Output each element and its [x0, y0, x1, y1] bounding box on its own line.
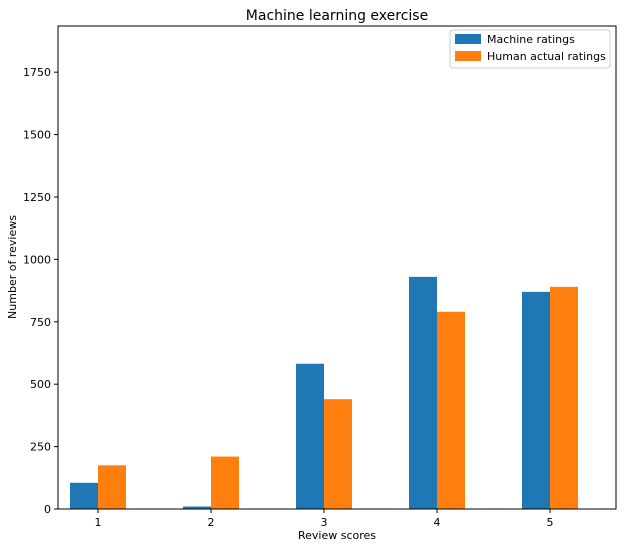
legend-label-human: Human actual ratings [487, 50, 606, 63]
bar-machine-5 [522, 291, 550, 509]
y-tick-label: 0 [44, 503, 51, 516]
legend-box [449, 29, 611, 69]
y-tick-label: 1250 [23, 191, 51, 204]
y-axis-ticks: 0 250 500 750 1000 1250 1500 1750 [23, 66, 58, 516]
x-tick-label: 5 [547, 516, 554, 529]
bars-group [70, 276, 578, 509]
bar-human-3 [324, 399, 352, 509]
bar-machine-4 [409, 276, 437, 509]
y-tick-label: 1750 [23, 66, 51, 79]
bar-machine-2 [183, 506, 211, 509]
y-axis-label: Number of reviews [6, 215, 19, 319]
bar-machine-3 [296, 363, 324, 509]
legend-label-machine: Machine ratings [487, 33, 575, 46]
x-axis-ticks: 1 2 3 4 5 [95, 509, 554, 529]
y-tick-label: 250 [30, 441, 51, 454]
legend: Machine ratings Human actual ratings [449, 29, 611, 69]
x-axis-label: Review scores [298, 529, 376, 542]
legend-swatch-machine [455, 34, 481, 44]
plot-frame [57, 25, 617, 510]
y-tick-label: 500 [30, 378, 51, 391]
bar-machine-1 [70, 482, 98, 509]
x-tick-label: 3 [321, 516, 328, 529]
y-tick-label: 1000 [23, 253, 51, 266]
y-tick-label: 1500 [23, 129, 51, 142]
x-tick-label: 4 [434, 516, 441, 529]
chart-title: Machine learning exercise [246, 8, 428, 24]
y-tick-label: 750 [30, 316, 51, 329]
bar-human-1 [98, 465, 126, 509]
bar-human-5 [550, 286, 578, 509]
bar-human-4 [437, 311, 465, 509]
x-tick-label: 1 [95, 516, 102, 529]
x-tick-label: 2 [208, 516, 215, 529]
legend-swatch-human [455, 51, 481, 61]
bar-human-2 [211, 456, 239, 509]
